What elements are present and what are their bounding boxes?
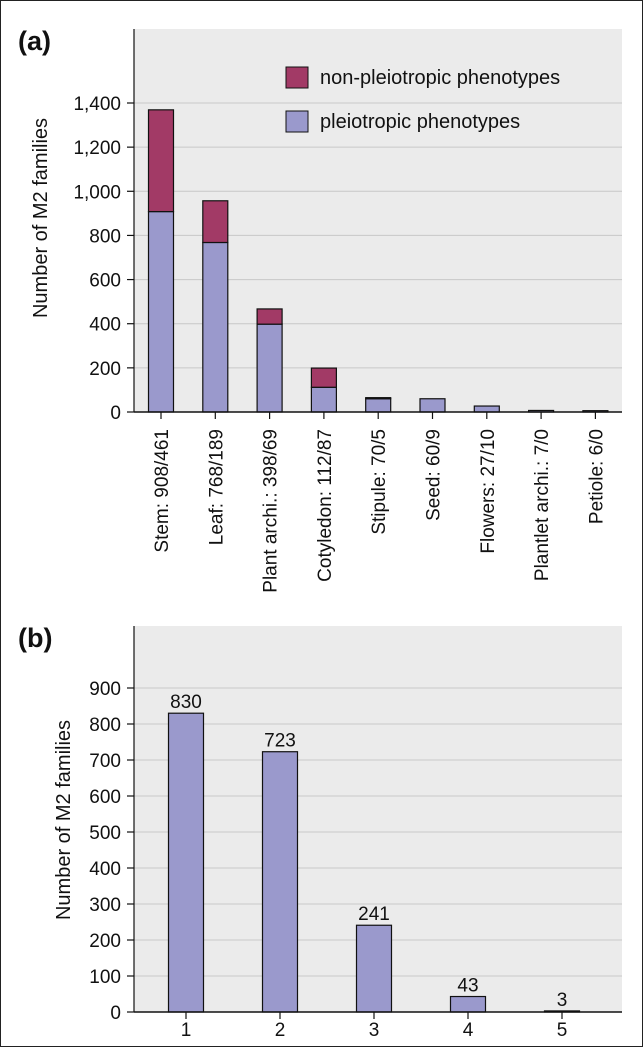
- y-tick-label: 800: [89, 715, 121, 736]
- bar-pleiotropic: [419, 398, 446, 413]
- y-tick-label: 0: [110, 1003, 121, 1024]
- bar-pleiotropic: [310, 386, 337, 413]
- bar-non-pleiotropic: [256, 308, 283, 325]
- bar: [355, 924, 393, 1013]
- x-tick-label: 2: [275, 1020, 286, 1041]
- bar-pleiotropic: [473, 405, 500, 413]
- y-tick-label: 700: [89, 751, 121, 772]
- panel-a-y-axis-title: Number of M2 families: [30, 118, 52, 318]
- y-tick-label: 100: [89, 967, 121, 988]
- y-tick-label: 300: [89, 895, 121, 916]
- y-tick-label: 1,200: [73, 138, 121, 159]
- bar-data-label: 241: [358, 904, 390, 925]
- y-tick-label: 200: [89, 931, 121, 952]
- y-tick-label: 400: [89, 859, 121, 880]
- legend-swatch-non-pleiotropic: [285, 66, 309, 89]
- y-tick-label: 800: [89, 226, 121, 247]
- legend-label-non-pleiotropic: non-pleiotropic phenotypes: [320, 67, 560, 89]
- panel-a-legend: non-pleiotropic phenotypes pleiotropic p…: [285, 66, 560, 133]
- y-tick-label: 0: [110, 403, 121, 424]
- bar: [449, 995, 487, 1013]
- bar-data-label: 830: [170, 692, 202, 713]
- bar: [261, 751, 299, 1013]
- panel-b-letter: (b): [18, 623, 52, 653]
- y-tick-label: 1,000: [73, 182, 121, 203]
- x-tick-label: 1: [181, 1020, 192, 1041]
- panel-a-y-ticks: 0 200 400 600 800 1,000 1,200 1,400: [73, 94, 134, 424]
- bar-data-label: 723: [264, 731, 296, 752]
- bar: [167, 712, 205, 1013]
- x-tick-label: Flowers: 27/10: [478, 429, 499, 554]
- panel-a-x-tick-labels: Stem: 908/461 Leaf: 768/189 Plant archi.: …: [152, 412, 607, 593]
- bar-pleiotropic: [147, 210, 175, 413]
- y-tick-label: 900: [89, 679, 121, 700]
- panel-b-y-ticks: 0 100 200 300 400 500 600 700 800 900: [89, 679, 134, 1024]
- y-tick-label: 400: [89, 315, 121, 336]
- bar-non-pleiotropic: [310, 367, 337, 388]
- panel-b-y-axis-title: Number of M2 families: [53, 720, 75, 920]
- bar-non-pleiotropic: [147, 109, 175, 213]
- panel-a-letter: (a): [18, 26, 51, 56]
- legend-swatch-pleiotropic: [285, 110, 309, 133]
- x-tick-label: Cotyledon: 112/87: [315, 429, 336, 582]
- legend-label-pleiotropic: pleiotropic phenotypes: [320, 111, 520, 133]
- x-tick-label: Seed: 60/9: [424, 429, 445, 521]
- x-tick-label: Stem: 908/461: [152, 429, 173, 553]
- bar-non-pleiotropic: [202, 200, 229, 244]
- bar-non-pleiotropic: [365, 397, 392, 400]
- panel-a: (a) 0 200 400 600 800 1,000 1,200 1,400 Stem: 9…: [18, 26, 622, 593]
- y-tick-label: 600: [89, 787, 121, 808]
- x-tick-label: 4: [463, 1020, 474, 1041]
- panel-a-bars: [147, 109, 609, 413]
- bar-pleiotropic: [365, 398, 392, 413]
- bar-data-label: 43: [457, 976, 478, 997]
- bar-pleiotropic: [256, 323, 283, 413]
- y-tick-label: 200: [89, 359, 121, 380]
- x-tick-label: Leaf: 768/189: [206, 429, 227, 545]
- x-tick-label: Plant archi.: 398/69: [261, 429, 282, 593]
- bar-data-label: 3: [557, 990, 568, 1011]
- y-tick-label: 600: [89, 271, 121, 292]
- y-tick-label: 1,400: [73, 94, 121, 115]
- x-tick-label: Plantlet archi.: 7/0: [532, 429, 553, 581]
- x-tick-label: Stipule: 70/5: [369, 429, 390, 535]
- x-tick-label: 5: [557, 1020, 568, 1041]
- x-tick-label: 3: [369, 1020, 380, 1041]
- y-tick-label: 500: [89, 823, 121, 844]
- x-tick-label: Petiole: 6/0: [586, 429, 607, 524]
- panel-b-x-ticks: 1 2 3 4 5: [181, 1012, 568, 1041]
- bar-pleiotropic: [202, 241, 229, 413]
